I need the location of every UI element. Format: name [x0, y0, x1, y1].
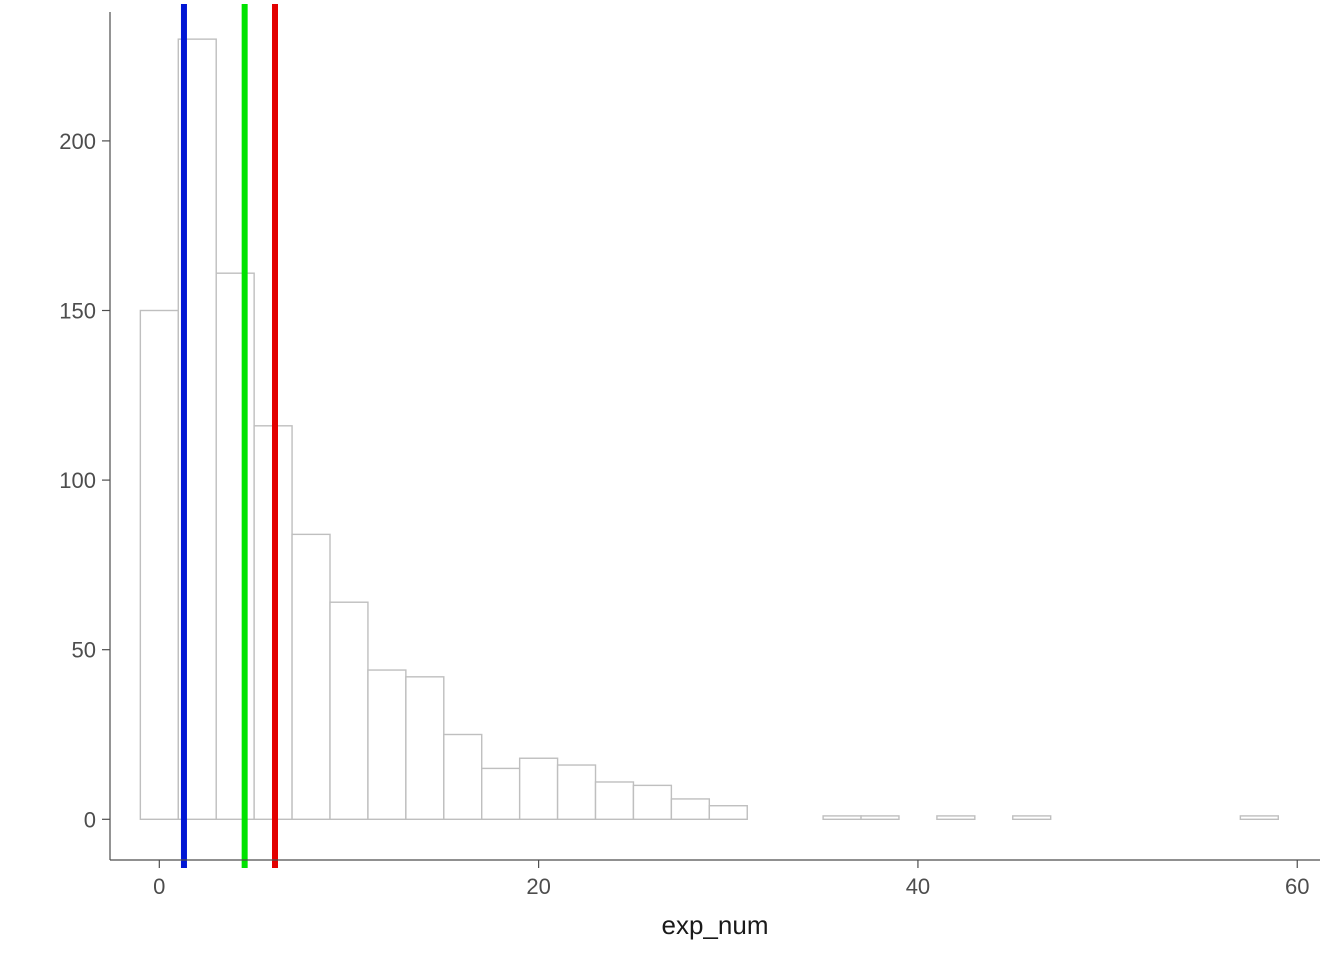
- y-tick-label: 200: [59, 129, 96, 154]
- x-tick-label: 0: [153, 874, 165, 899]
- histogram-bar: [216, 273, 254, 819]
- x-tick-label: 20: [526, 874, 550, 899]
- x-axis-title: exp_num: [662, 910, 769, 940]
- histogram-bar: [937, 816, 975, 819]
- histogram-bar: [671, 799, 709, 819]
- histogram-bar: [444, 734, 482, 819]
- histogram-bar: [482, 768, 520, 819]
- y-tick-label: 100: [59, 468, 96, 493]
- histogram-bar: [823, 816, 861, 819]
- histogram-bar: [1240, 816, 1278, 819]
- histogram-bar: [633, 785, 671, 819]
- histogram-bar: [330, 602, 368, 819]
- histogram-bar: [140, 310, 178, 819]
- x-tick-label: 40: [906, 874, 930, 899]
- y-tick-label: 50: [72, 638, 96, 663]
- y-tick-label: 150: [59, 298, 96, 323]
- histogram-bar: [292, 534, 330, 819]
- histogram-bar: [596, 782, 634, 819]
- histogram-bar: [368, 670, 406, 819]
- histogram-bar: [1013, 816, 1051, 819]
- x-tick-label: 60: [1285, 874, 1309, 899]
- histogram-bar: [406, 677, 444, 819]
- histogram-chart: 0 20 40 60 0 50 100 150 200 exp_num: [0, 0, 1344, 960]
- histogram-bar: [861, 816, 899, 819]
- histogram-bar: [709, 806, 747, 820]
- chart-svg: 0 20 40 60 0 50 100 150 200 exp_num: [0, 0, 1344, 960]
- histogram-bar: [520, 758, 558, 819]
- histogram-bar: [558, 765, 596, 819]
- y-tick-label: 0: [84, 807, 96, 832]
